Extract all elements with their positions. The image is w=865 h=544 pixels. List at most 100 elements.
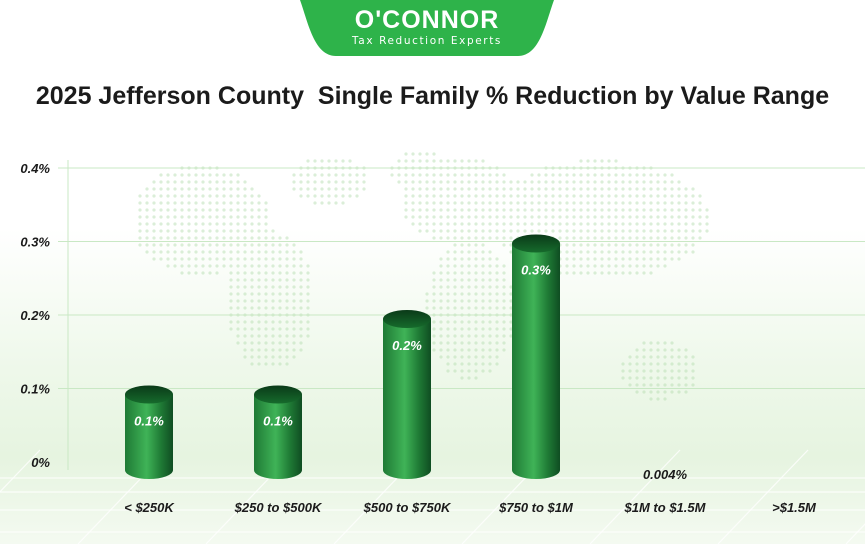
map-dot (670, 250, 674, 254)
map-dot (495, 257, 499, 261)
map-dot (663, 397, 667, 401)
map-dot (460, 355, 464, 359)
map-dot (663, 250, 667, 254)
bar-body (512, 243, 560, 479)
map-dot (299, 173, 303, 177)
y-tick-label: 0.4% (20, 161, 50, 176)
map-dot (285, 306, 289, 310)
map-dot (502, 320, 506, 324)
map-dot (663, 222, 667, 226)
map-dot (299, 194, 303, 198)
map-dot (250, 327, 254, 331)
map-dot (649, 173, 653, 177)
map-dot (558, 208, 562, 212)
map-dot (474, 222, 478, 226)
map-dot (593, 208, 597, 212)
map-dot (558, 215, 562, 219)
map-dot (565, 243, 569, 247)
data-label: 0.1% (134, 414, 164, 429)
map-dot (530, 173, 534, 177)
map-dot (278, 292, 282, 296)
map-dot (467, 334, 471, 338)
map-dot (306, 159, 310, 163)
gridlines (58, 160, 865, 470)
map-dot (565, 271, 569, 275)
map-dot (292, 264, 296, 268)
map-dot (194, 243, 198, 247)
map-dot (467, 201, 471, 205)
bar-top (512, 234, 560, 253)
map-dot (446, 341, 450, 345)
map-dot (138, 229, 142, 233)
map-dot (215, 243, 219, 247)
map-dot (250, 348, 254, 352)
map-dot (446, 187, 450, 191)
map-dot (229, 201, 233, 205)
map-dot (418, 194, 422, 198)
map-dot (229, 257, 233, 261)
map-dot (481, 215, 485, 219)
map-dot (257, 271, 261, 275)
map-dot (677, 362, 681, 366)
map-dot (432, 236, 436, 240)
map-dot (243, 180, 247, 184)
map-dot (614, 215, 618, 219)
map-dot (502, 229, 506, 233)
map-dot (516, 194, 520, 198)
map-dot (236, 299, 240, 303)
map-dot (558, 229, 562, 233)
map-dot (201, 257, 205, 261)
map-dot (460, 278, 464, 282)
map-dot (586, 201, 590, 205)
world-map-dots (138, 152, 709, 401)
map-dot (621, 173, 625, 177)
map-dot (222, 222, 226, 226)
map-dot (649, 341, 653, 345)
map-dot (257, 229, 261, 233)
map-dot (677, 180, 681, 184)
map-dot (663, 229, 667, 233)
map-dot (635, 257, 639, 261)
map-dot (593, 159, 597, 163)
map-dot (516, 187, 520, 191)
map-dot (460, 222, 464, 226)
map-dot (285, 250, 289, 254)
map-dot (292, 285, 296, 289)
map-dot (432, 201, 436, 205)
map-dot (474, 320, 478, 324)
map-dot (593, 201, 597, 205)
map-dot (684, 369, 688, 373)
map-dot (495, 264, 499, 268)
map-dot (586, 208, 590, 212)
map-dot (481, 236, 485, 240)
map-dot (691, 376, 695, 380)
map-dot (257, 348, 261, 352)
map-dot (292, 257, 296, 261)
map-dot (166, 229, 170, 233)
map-dot (621, 187, 625, 191)
map-dot (229, 285, 233, 289)
map-dot (236, 208, 240, 212)
map-dot (593, 222, 597, 226)
map-dot (586, 271, 590, 275)
map-dot (495, 215, 499, 219)
map-dot (488, 369, 492, 373)
map-dot (656, 257, 660, 261)
map-dot (201, 187, 205, 191)
map-dot (551, 229, 555, 233)
map-dot (285, 320, 289, 324)
map-dot (306, 285, 310, 289)
map-dot (614, 159, 618, 163)
map-dot (278, 243, 282, 247)
map-dot (208, 236, 212, 240)
map-dot (138, 208, 142, 212)
map-dot (670, 215, 674, 219)
map-dot (607, 201, 611, 205)
map-dot (474, 208, 478, 212)
map-dot (670, 236, 674, 240)
map-dot (495, 299, 499, 303)
map-dot (530, 215, 534, 219)
map-dot (292, 271, 296, 275)
map-dot (621, 215, 625, 219)
map-dot (194, 194, 198, 198)
